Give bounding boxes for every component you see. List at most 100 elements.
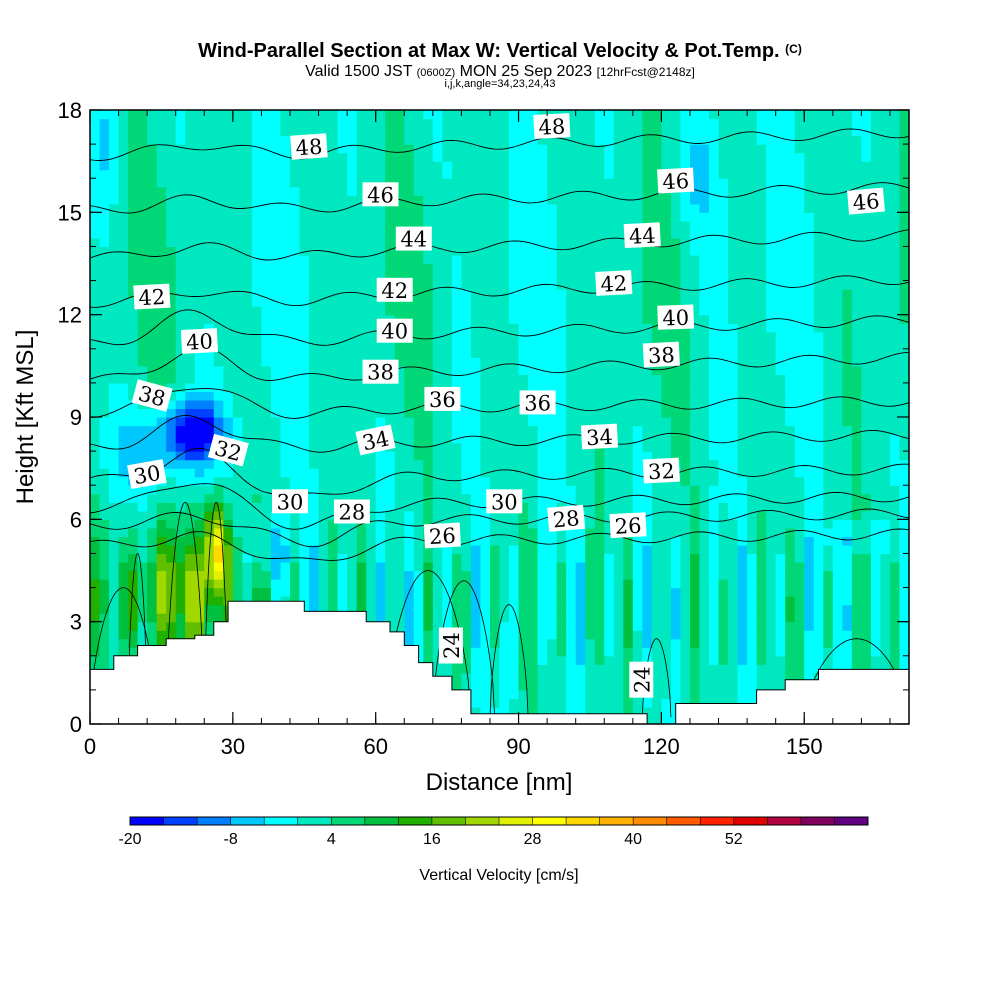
field-cell	[137, 510, 148, 520]
field-cell	[642, 408, 653, 418]
field-cell	[556, 382, 567, 393]
field-cell	[575, 613, 586, 623]
field-cell	[175, 280, 186, 290]
field-cell	[642, 638, 653, 648]
field-cell	[632, 186, 643, 196]
field-cell	[194, 289, 205, 299]
field-cell	[289, 519, 301, 529]
field-cell	[480, 655, 491, 665]
field-cell	[251, 442, 263, 452]
field-cell	[347, 348, 358, 358]
field-cell	[728, 510, 739, 520]
field-cell	[385, 263, 396, 273]
field-cell	[413, 621, 424, 631]
field-cell	[451, 331, 463, 341]
field-cell	[651, 110, 662, 120]
field-cell	[289, 596, 301, 606]
field-cell	[585, 382, 596, 393]
field-cell	[318, 161, 329, 171]
field-cell	[166, 553, 177, 563]
field-cell	[451, 254, 463, 265]
field-cell	[594, 536, 605, 546]
field-cell	[604, 323, 615, 333]
chart-title: Wind-Parallel Section at Max W: Vertical…	[198, 40, 802, 62]
field-cell	[509, 510, 520, 520]
field-cell	[385, 161, 396, 171]
field-cell	[204, 382, 215, 393]
field-cell	[718, 161, 729, 171]
field-cell	[718, 476, 729, 486]
field-cell	[90, 519, 101, 529]
field-cell	[166, 169, 177, 179]
field-cell	[747, 698, 758, 708]
field-cell	[118, 442, 129, 452]
field-cell	[280, 220, 291, 230]
field-cell	[680, 527, 691, 537]
field-cell	[270, 169, 282, 179]
field-cell	[451, 664, 463, 674]
field-cell	[470, 706, 482, 717]
field-cell	[175, 382, 186, 393]
field-cell	[509, 664, 520, 674]
field-cell	[404, 382, 415, 393]
field-cell	[718, 246, 729, 256]
field-cell	[451, 246, 463, 256]
field-cell	[432, 451, 443, 461]
field-cell	[328, 561, 339, 572]
field-cell	[699, 220, 710, 230]
field-cell	[128, 254, 139, 265]
field-cell	[156, 152, 167, 162]
field-cell	[251, 502, 263, 512]
field-cell	[375, 476, 386, 486]
field-cell	[90, 297, 101, 307]
field-cell	[166, 527, 177, 537]
field-cell	[404, 169, 415, 179]
field-cell	[413, 587, 424, 597]
field-cell	[632, 536, 643, 546]
field-cell	[518, 246, 529, 256]
field-cell	[585, 263, 596, 273]
field-cell	[185, 152, 196, 162]
field-cell	[728, 314, 739, 324]
field-cell	[651, 689, 662, 700]
field-cell	[185, 442, 196, 452]
field-cell	[223, 570, 234, 580]
field-cell	[413, 306, 424, 316]
field-cell	[185, 280, 196, 290]
field-cell	[375, 570, 386, 580]
field-cell	[451, 561, 463, 572]
field-cell	[699, 664, 710, 674]
field-cell	[347, 118, 358, 128]
field-cell	[318, 118, 329, 128]
field-cell	[442, 544, 453, 555]
field-cell	[689, 570, 701, 580]
field-cell	[737, 638, 748, 648]
field-cell	[232, 357, 243, 367]
field-cell	[632, 391, 643, 401]
field-cell	[328, 485, 339, 495]
field-cell	[347, 374, 358, 384]
field-cell	[670, 672, 682, 682]
field-cell	[461, 587, 472, 597]
field-cell	[347, 289, 358, 299]
field-cell	[356, 536, 367, 546]
field-cell	[537, 178, 548, 188]
field-cell	[509, 527, 520, 537]
field-cell	[537, 297, 548, 307]
field-cell	[728, 459, 739, 469]
field-cell	[423, 118, 434, 128]
field-cell	[594, 195, 605, 205]
field-cell	[594, 510, 605, 520]
field-cell	[642, 630, 653, 640]
field-cell	[461, 527, 472, 537]
field-cell	[623, 212, 634, 222]
field-cell	[413, 331, 424, 341]
field-cell	[499, 254, 510, 265]
field-cell	[737, 365, 748, 375]
field-cell	[737, 502, 748, 512]
field-cell	[194, 246, 205, 256]
field-cell	[737, 451, 748, 461]
field-cell	[689, 434, 701, 444]
field-cell	[251, 485, 263, 495]
field-cell	[328, 314, 339, 324]
